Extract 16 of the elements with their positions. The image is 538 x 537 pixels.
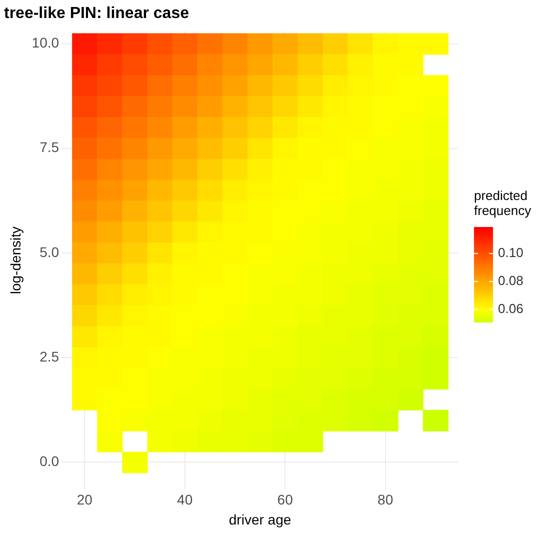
y-axis-title: log-density xyxy=(7,226,24,294)
color-bar-label: 0.08 xyxy=(498,273,524,288)
x-tick-label: 20 xyxy=(76,492,93,508)
x-tick-label: 80 xyxy=(378,492,394,508)
y-tick-label: 2.5 xyxy=(40,348,60,364)
x-tick-label: 60 xyxy=(277,492,294,508)
color-bar-label: 0.06 xyxy=(498,301,524,316)
y-tick-label: 10.0 xyxy=(32,34,60,51)
x-tick-label: 40 xyxy=(177,492,193,508)
chart-title: tree-like PIN: linear case xyxy=(4,5,190,22)
y-tick-label: 7.5 xyxy=(40,139,60,156)
y-tick-label: 0.0 xyxy=(40,453,60,470)
color-bar-label: 0.10 xyxy=(498,245,524,260)
x-axis-title: driver age xyxy=(228,511,292,528)
y-tick-label: 5.0 xyxy=(40,244,60,260)
legend-title: predicted frequency xyxy=(474,188,532,218)
